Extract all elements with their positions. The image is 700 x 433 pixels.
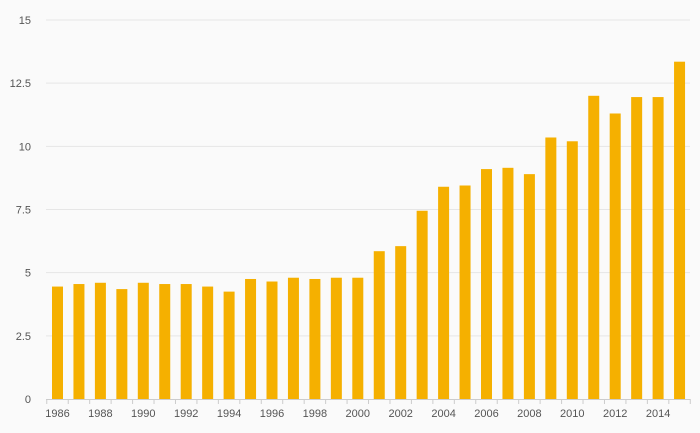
bar (416, 210, 428, 399)
bar (373, 251, 385, 399)
bar (588, 95, 600, 400)
x-tick-label: 1996 (260, 408, 284, 420)
x-tick-label: 1986 (45, 408, 69, 420)
bar (545, 137, 557, 400)
x-tick-label: 2008 (517, 408, 541, 420)
bar (652, 97, 664, 400)
x-tick-label: 2012 (603, 408, 627, 420)
x-tick-label: 1992 (174, 408, 198, 420)
bar (459, 185, 471, 399)
x-tick-label: 1998 (303, 408, 327, 420)
bar (180, 284, 192, 399)
bar (502, 167, 514, 399)
bar (631, 97, 643, 400)
bar (137, 282, 149, 399)
y-tick-label: 15 (19, 15, 31, 27)
y-tick-label: 2.5 (16, 331, 31, 343)
bar (395, 246, 407, 399)
bar (674, 61, 686, 399)
bar (287, 277, 299, 399)
x-tick-label: 1990 (131, 408, 155, 420)
bar-series (52, 61, 686, 400)
x-tick-label: 2006 (474, 408, 498, 420)
x-tick-label: 2014 (646, 408, 670, 420)
bar (309, 278, 321, 399)
bar (438, 186, 450, 399)
bar (52, 286, 63, 399)
bar (223, 291, 235, 399)
y-tick-label: 7.5 (16, 205, 31, 217)
y-tick-label: 5 (25, 268, 31, 280)
bar (159, 284, 171, 399)
y-axis: 0 2.5 5 7.5 10 12.5 15 (10, 15, 31, 406)
y-tick-label: 0 (25, 394, 31, 406)
gridlines (46, 19, 690, 337)
x-tick-label: 1994 (217, 408, 241, 420)
bar (330, 277, 342, 399)
bar (566, 141, 578, 399)
x-tick-label: 2000 (346, 408, 370, 420)
bar (523, 174, 535, 399)
x-tick-label: 1988 (88, 408, 112, 420)
bar (245, 278, 257, 399)
bar (609, 113, 621, 399)
bar (94, 282, 106, 399)
x-tick-label: 2002 (388, 408, 412, 420)
x-tick-label: 2010 (560, 408, 584, 420)
bar (116, 289, 128, 399)
x-axis: 1986 1988 1990 1992 1994 1996 1998 2000 2002 2004… (45, 399, 691, 420)
bar (73, 284, 85, 399)
bar (481, 169, 492, 399)
bar (266, 281, 278, 399)
x-tick-label: 2004 (431, 408, 455, 420)
y-tick-label: 12.5 (10, 78, 31, 90)
bar (352, 277, 364, 399)
bar (202, 286, 214, 399)
y-tick-label: 10 (19, 141, 31, 153)
